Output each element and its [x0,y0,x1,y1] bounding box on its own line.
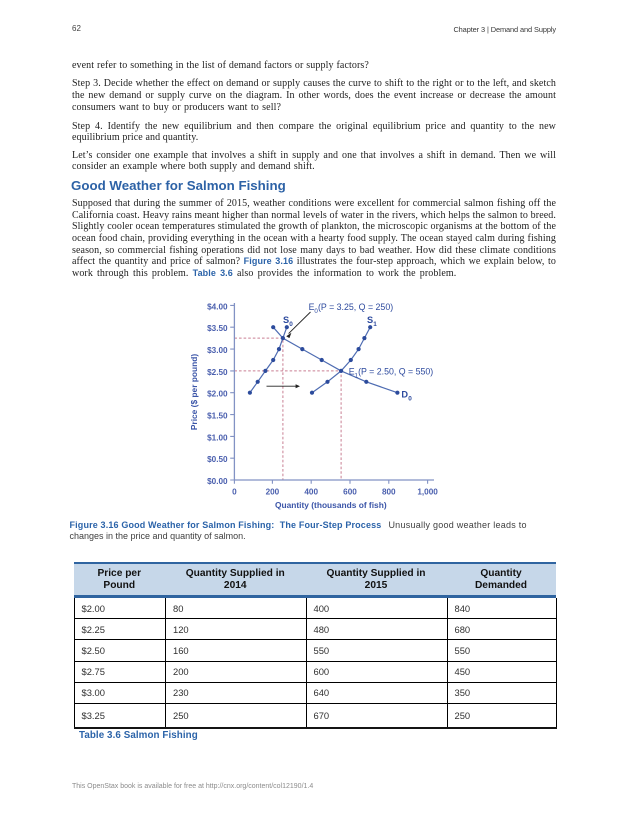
svg-text:Price ($ per pound): Price ($ per pound) [189,354,199,431]
svg-text:(P = 3.25, Q = 250): (P = 3.25, Q = 250) [318,302,393,312]
svg-text:0: 0 [408,396,412,403]
svg-text:$3.50: $3.50 [207,324,228,333]
svg-text:600: 600 [343,488,357,497]
svg-text:$1.50: $1.50 [207,412,228,421]
svg-text:D: D [401,390,408,400]
svg-text:400: 400 [304,488,318,497]
svg-text:E: E [309,302,315,312]
svg-text:1,000: 1,000 [417,488,438,497]
svg-text:$0.00: $0.00 [207,477,228,486]
svg-text:Quantity (thousands of fish): Quantity (thousands of fish) [275,500,387,510]
svg-text:E: E [349,367,355,377]
svg-text:S: S [283,315,289,325]
svg-text:800: 800 [382,488,396,497]
svg-text:S: S [367,315,373,325]
svg-text:1: 1 [373,321,377,328]
svg-text:$0.50: $0.50 [207,455,228,464]
svg-text:0: 0 [232,488,237,497]
svg-text:0: 0 [289,321,293,328]
svg-text:$3.00: $3.00 [207,346,228,355]
svg-text:0: 0 [314,308,318,315]
svg-text:$2.00: $2.00 [207,390,228,399]
svg-text:200: 200 [266,488,280,497]
svg-text:$1.00: $1.00 [207,433,228,442]
svg-text:(P = 2.50, Q = 550): (P = 2.50, Q = 550) [358,367,433,377]
svg-text:$4.00: $4.00 [207,302,228,311]
svg-text:1: 1 [355,372,359,379]
svg-text:$2.50: $2.50 [207,368,228,377]
